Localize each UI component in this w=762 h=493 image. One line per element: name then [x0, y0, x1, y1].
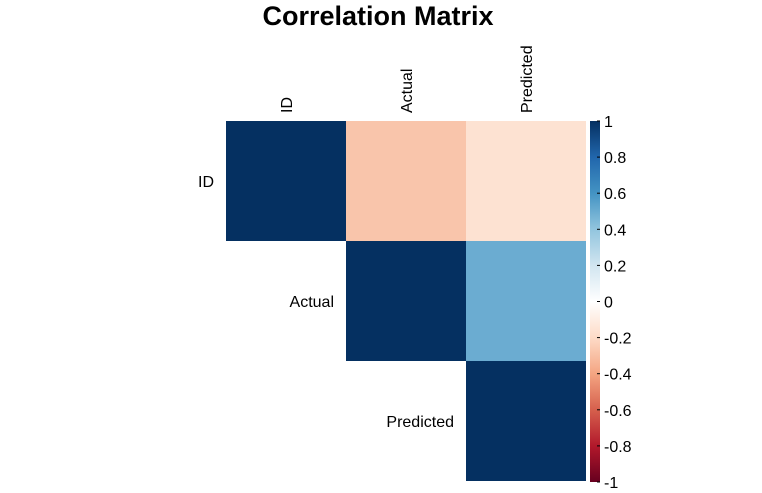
legend-tick-label: 0.2 [604, 258, 626, 275]
row-label-actual: Actual [290, 294, 334, 311]
heatmap-cell-predicted-predicted [466, 361, 586, 481]
legend-tick-label: 0 [604, 295, 613, 312]
column-label-predicted: Predicted [519, 45, 536, 113]
heatmap-cells [226, 121, 586, 481]
legend-tick-label: 0.6 [604, 186, 626, 203]
column-labels: ID Actual Predicted [279, 45, 536, 113]
row-label-id: ID [198, 174, 214, 191]
column-label-actual: Actual [399, 69, 416, 113]
row-label-predicted: Predicted [386, 414, 454, 431]
heatmap-cell-actual-predicted [466, 241, 586, 361]
legend-tick-label: -0.6 [604, 403, 632, 420]
chart-title: Correlation Matrix [262, 1, 493, 31]
legend-color-bar [590, 121, 600, 482]
color-legend: 1 0.8 0.6 0.4 0.2 0 -0.2 -0.4 -0.6 -0.8 -1 [590, 114, 632, 492]
legend-ticks: 1 0.8 0.6 0.4 0.2 0 -0.2 -0.4 -0.6 -0.8 -1 [597, 114, 632, 492]
heatmap-cell-actual-actual [346, 241, 466, 361]
legend-tick-label: -0.4 [604, 367, 632, 384]
legend-tick-label: 0.8 [604, 150, 626, 167]
legend-tick-label: -1 [604, 475, 618, 492]
heatmap-cell-id-actual [346, 121, 466, 241]
column-label-id: ID [279, 97, 296, 113]
legend-tick-label: -0.2 [604, 331, 632, 348]
heatmap-cell-id-id [226, 121, 346, 241]
legend-tick-label: 1 [604, 114, 613, 131]
heatmap-cell-id-predicted [466, 121, 586, 241]
legend-tick-label: -0.8 [604, 439, 632, 456]
legend-tick-label: 0.4 [604, 222, 626, 239]
row-labels: ID Actual Predicted [198, 174, 454, 431]
